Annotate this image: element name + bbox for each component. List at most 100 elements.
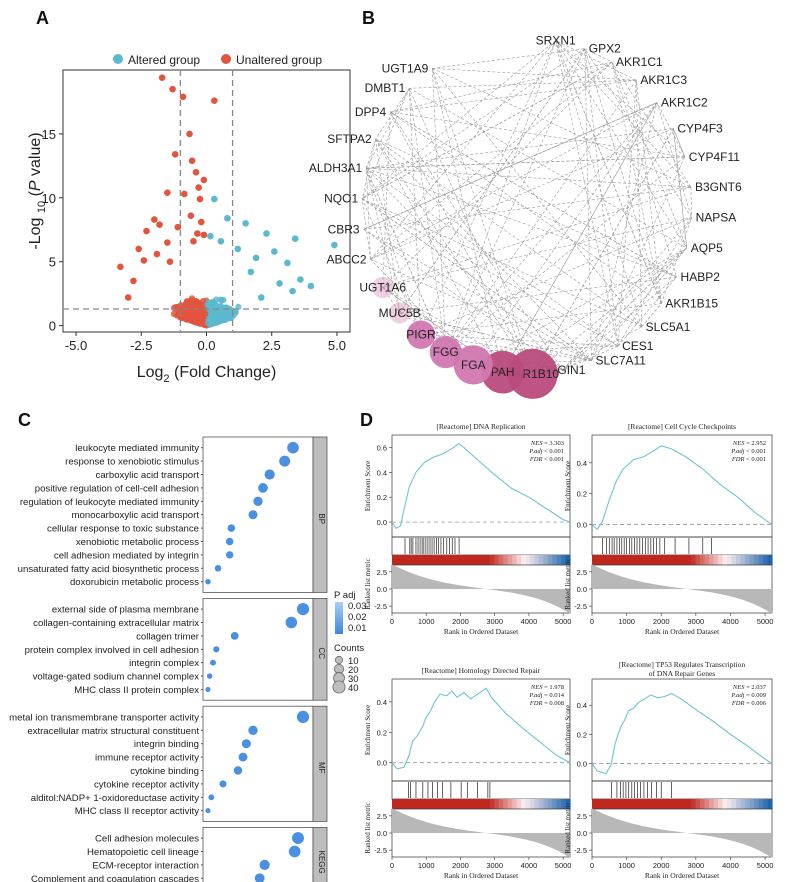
network-edge [370,259,592,361]
gsea-colorbar-segment [463,799,469,809]
y-tick-label: 2.5 [577,568,587,577]
network-edge [361,88,410,199]
legend-padj-title: P adj [334,590,355,601]
gsea-panel: [Reactome] Homology Directed Repair NES =… [364,666,571,880]
y-tick-label: 10 [42,191,56,206]
volcano-y-axis-title: -Log 10 (P value) [27,132,48,249]
gsea-colorbar-segment [458,799,464,809]
gsea-colorbar-segment [740,555,746,565]
gsea-colorbar-segment [601,555,607,565]
gsea-colorbar-segment [409,555,415,565]
gsea-colorbar-segment [677,799,683,809]
point-unaltered [197,218,205,226]
gsea-colorbar-segment [727,555,733,565]
gsea-colorbar-segment [682,799,688,809]
gsea-colorbar-segment [561,555,567,565]
gsea-enrichment-curve [591,445,773,531]
legend-counts-tick: 40 [348,683,359,694]
gsea-colorbar-segment [610,555,616,565]
gsea-hit-frame [391,536,571,556]
gsea-colorbar-segment [695,799,701,809]
gsea-colorbar-segment [745,799,751,809]
gsea-colorbar-segment [405,555,411,565]
network-edge [555,40,685,158]
point-unaltered [153,250,161,258]
network-edge [365,88,410,169]
point-altered [263,230,270,237]
enrichment-dot [213,646,220,653]
y-tick-label: 2.5 [377,568,387,577]
gsea-colorbar-segment [396,555,402,565]
point-altered [211,309,218,316]
gsea-colorbar-segment [543,799,549,809]
network-edge [399,48,586,314]
enrichment-dot [296,710,310,724]
y-tick-label: 15 [42,127,56,142]
term-label: monocarboxylic acid transport [72,510,200,521]
network-edge [473,247,687,366]
gsea-colorbar-segment [481,799,487,809]
y-tick-label: 0.0 [377,585,387,594]
network-edge [382,287,533,375]
gsea-title: [Reactome] Homology Directed Repair [422,666,541,675]
point-unaltered [156,221,163,228]
facet-label: KEGG [317,851,326,874]
legend-altered-marker [113,54,123,64]
gsea-colorbar-segment [400,555,406,565]
gsea-colorbar-segment [763,799,769,809]
facet-strip [312,705,328,822]
network-node-label: DPP4 [355,105,387,119]
gsea-colorbar-segment [440,555,446,565]
x-tick-label: 4000 [722,861,739,870]
gsea-colorbar-segment [561,799,567,809]
gsea-colorbar-segment [547,799,553,809]
y-tick-label: 0.6 [377,443,387,452]
gsea-colorbar-segment [516,799,522,809]
network-edge [382,112,391,288]
facet-panel [202,598,314,701]
point-altered [291,235,299,243]
term-label: cytokine receptor activity [94,779,199,790]
point-unaltered [117,263,124,271]
y-tick-label: -2.5 [374,846,387,855]
network-edge [363,186,691,230]
point-unaltered [197,310,204,317]
network-edge [409,79,637,89]
network-node-label: AKR1C3 [640,73,687,87]
point-altered [232,308,239,315]
point-unaltered [200,176,208,184]
x-tick-label: 5000 [555,617,572,626]
gsea-colorbar-segment [668,555,674,565]
gsea-colorbar-segment [745,555,751,565]
network-node-label: NAPSA [696,211,737,225]
network-edge [445,156,685,353]
gsea-colorbar-segment [485,555,491,565]
point-unaltered [171,151,179,158]
point-unaltered [179,93,187,101]
network-edge [390,61,613,113]
network-edge [366,167,691,188]
gsea-colorbar-segment [449,555,455,565]
point-unaltered [198,303,205,310]
gsea-colorbar-segment [516,555,522,565]
enrichment-dot [248,725,258,735]
gsea-colorbar-segment [449,799,455,809]
gsea-colorbar-segment [619,799,625,809]
gsea-colorbar-segment [529,799,535,809]
gsea-colorbar-segment [646,555,652,565]
term-label: xenobiotic metabolic process [76,537,199,548]
point-altered [220,296,227,303]
gsea-colorbar-segment [405,799,411,809]
gsea-colorbar-segment [521,555,527,565]
network-edge [366,156,685,169]
gsea-enrichment-curve [591,692,773,775]
gsea-colorbar-segment [396,799,402,809]
y-tick-label: 0.4 [377,698,387,707]
network-edge [420,40,556,335]
term-label: doxorubicin metabolic process [70,577,199,588]
point-unaltered [166,258,174,266]
point-unaltered [170,310,178,318]
gsea-rank-area [592,564,772,614]
gsea-colorbar-segment [592,555,598,565]
y-tick-label: 0.2 [377,728,387,737]
